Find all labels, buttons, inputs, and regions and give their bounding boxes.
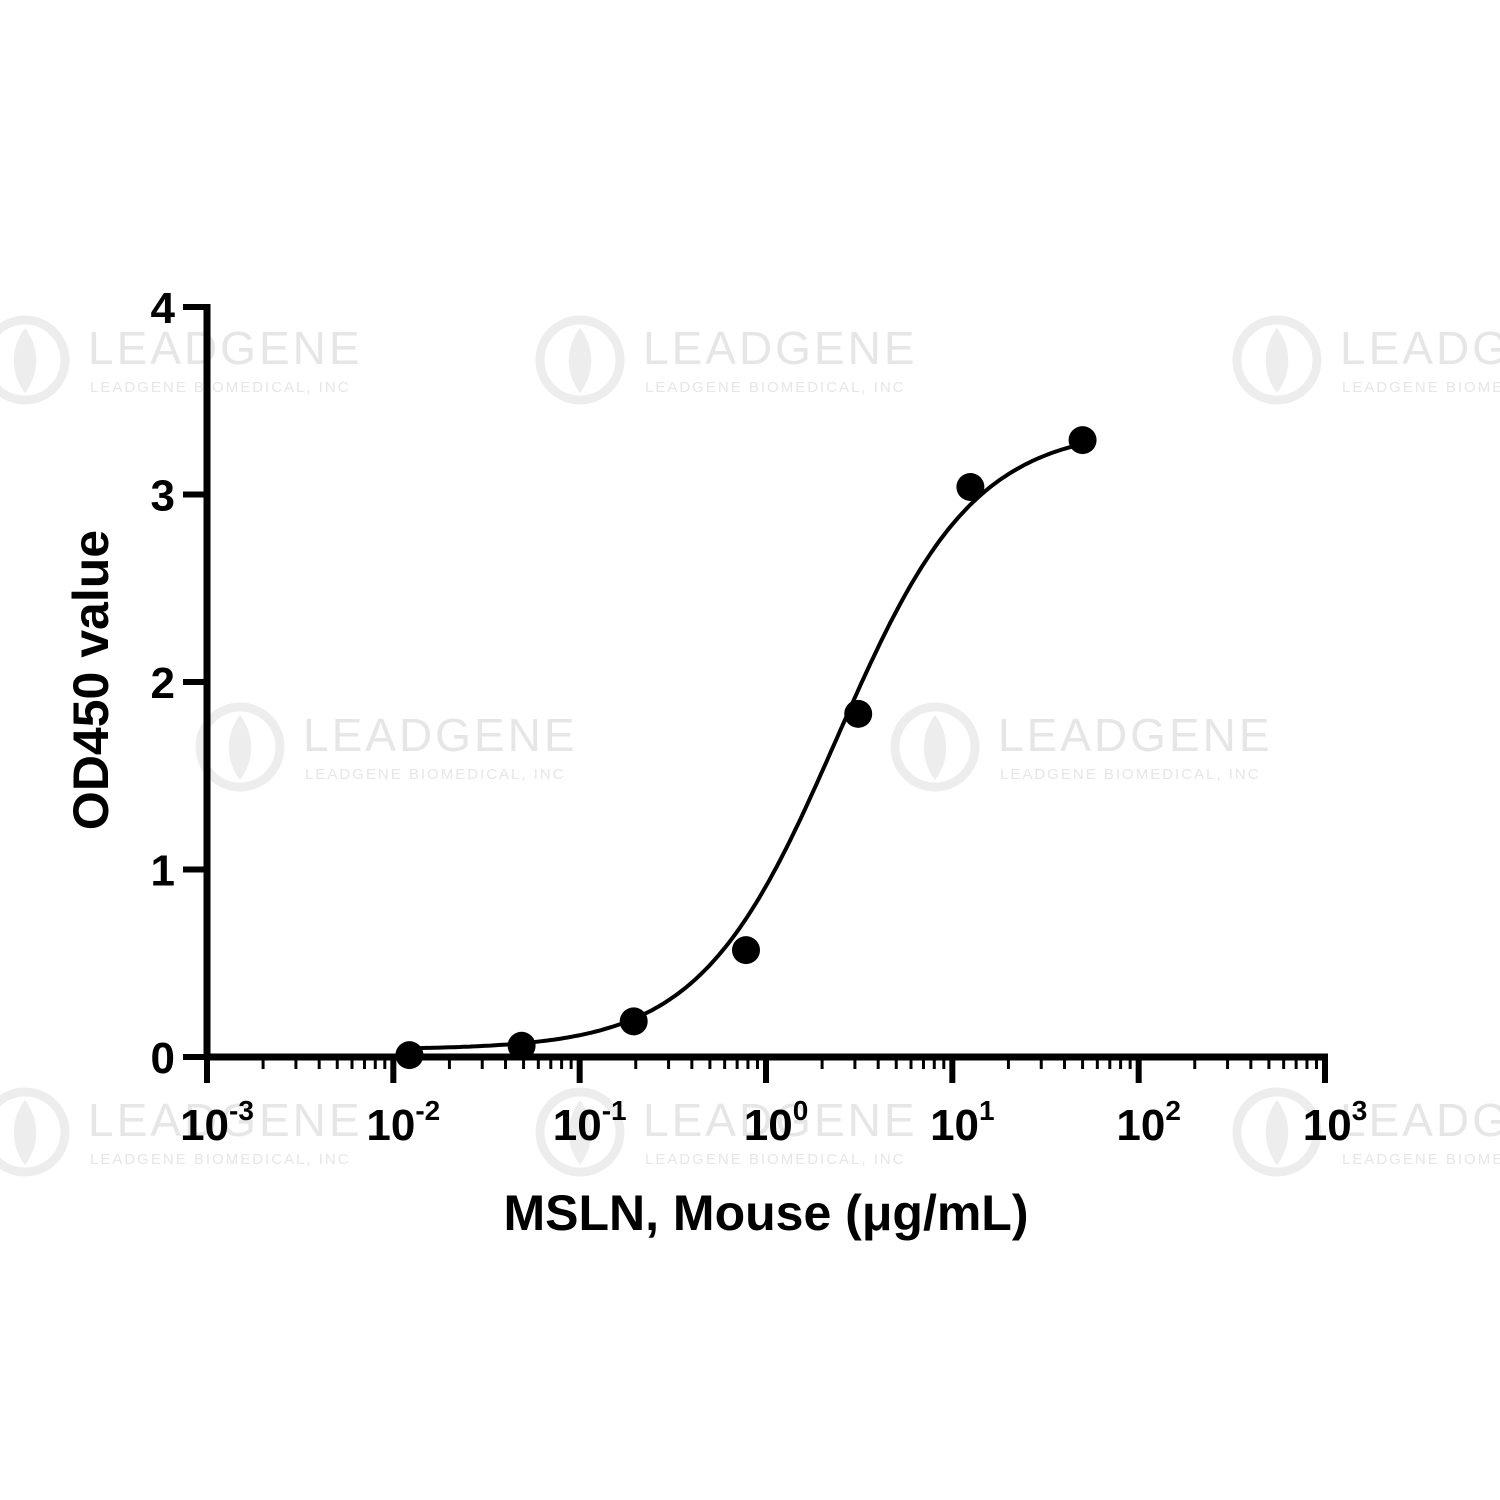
x-axis-title: MSLN, Mouse (μg/mL) <box>504 1185 1029 1241</box>
watermark-brand: LEADGENE <box>303 709 578 761</box>
watermark-brand: LEADGENE <box>1340 1094 1500 1146</box>
y-tick-label: 4 <box>151 284 176 333</box>
watermark-company: LEADGENE BIOMEDICAL, INC <box>1000 766 1261 783</box>
watermark-logo: LEADGENE LEADGENE BIOMEDICAL, INC <box>535 315 918 405</box>
watermark-logo: LEADGENE LEADGENE BIOMEDICAL, INC <box>0 1087 363 1177</box>
watermark-brand: LEADGENE <box>1340 322 1500 374</box>
watermark-logo: LEADGENE LEADGENE BIOMEDICAL, INC <box>0 315 363 405</box>
watermark-logo: LEADGENE LEADGENE BIOMEDICAL, INC <box>890 702 1273 792</box>
x-tick-label: 103 <box>1303 1095 1368 1150</box>
data-points <box>395 426 1097 1070</box>
y-axis-title: OD450 value <box>63 530 119 830</box>
y-tick-label: 3 <box>151 472 175 521</box>
watermark-company: LEADGENE BIOMEDICAL, INC <box>1342 379 1500 396</box>
x-tick-label: 10-2 <box>366 1095 440 1150</box>
data-point <box>395 1041 424 1070</box>
data-point <box>1068 426 1097 455</box>
watermark-logo: LEADGENE LEADGENE BIOMEDICAL, INC <box>195 702 578 792</box>
watermark-company: LEADGENE BIOMEDICAL, INC <box>1342 1151 1500 1168</box>
watermark-company: LEADGENE BIOMEDICAL, INC <box>305 766 566 783</box>
axes <box>203 304 1328 1061</box>
data-point <box>731 936 760 965</box>
y-tick-label: 1 <box>151 847 175 896</box>
y-tick-label: 0 <box>151 1034 175 1083</box>
x-tick-label: 102 <box>1116 1095 1181 1150</box>
watermark-company: LEADGENE BIOMEDICAL, INC <box>90 1151 351 1168</box>
watermark-logo: LEADGENE LEADGENE BIOMEDICAL, INC <box>1232 1087 1500 1177</box>
watermark-brand: LEADGENE <box>643 322 918 374</box>
watermark-brand: LEADGENE <box>998 709 1273 761</box>
x-tick-label: 10-3 <box>180 1095 254 1150</box>
data-point <box>956 473 985 501</box>
watermark-company: LEADGENE BIOMEDICAL, INC <box>645 379 906 396</box>
watermark-brand: LEADGENE <box>88 322 363 374</box>
watermark-company: LEADGENE BIOMEDICAL, INC <box>645 1151 906 1168</box>
y-ticks: 0 1 2 3 4 <box>151 284 207 1083</box>
x-tick-label: 101 <box>930 1095 995 1150</box>
x-tick-label: 100 <box>744 1095 809 1150</box>
data-point <box>844 699 873 728</box>
watermark-company: LEADGENE BIOMEDICAL, INC <box>90 379 351 396</box>
data-point <box>507 1031 536 1060</box>
x-ticks: 10-3 10-2 10-1 100 101 102 103 <box>180 1057 1367 1150</box>
watermark-logo: LEADGENE LEADGENE BIOMEDICAL, INC <box>1232 315 1500 405</box>
y-tick-label: 2 <box>151 659 175 708</box>
x-tick-label: 10-1 <box>553 1095 627 1150</box>
watermark-brand: LEADGENE <box>88 1094 363 1146</box>
watermark-brand: LEADGENE <box>643 1094 918 1146</box>
watermark-logo: LEADGENE LEADGENE BIOMEDICAL, INC <box>535 1087 918 1177</box>
data-point <box>619 1007 648 1036</box>
